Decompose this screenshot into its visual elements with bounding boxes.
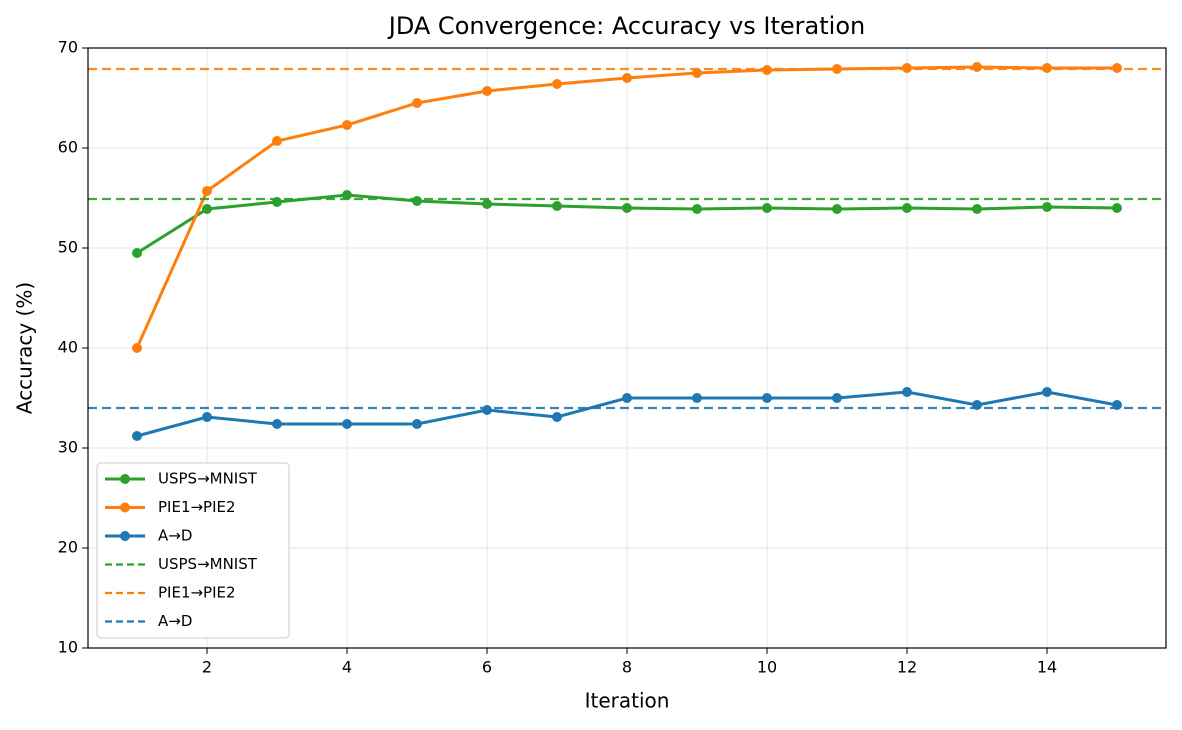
data-point [1042, 387, 1052, 397]
legend: USPS→MNIST PIE1→PIE2 A→D USPS→MNIST PIE1→PIE… [96, 462, 290, 639]
data-point [832, 393, 842, 403]
data-point [622, 73, 632, 83]
y-tick-label: 50 [58, 238, 78, 257]
data-point [342, 419, 352, 429]
data-point [482, 199, 492, 209]
data-point [552, 201, 562, 211]
data-point [1042, 202, 1052, 212]
data-point [202, 204, 212, 214]
data-point [482, 86, 492, 96]
data-point [412, 419, 422, 429]
legend-marker [120, 502, 130, 513]
y-tick-label: 10 [58, 638, 78, 657]
data-point [202, 186, 212, 196]
legend-label: A→D [158, 527, 192, 545]
x-tick-label: 8 [622, 658, 632, 677]
legend-label: USPS→MNIST [158, 555, 258, 573]
x-tick-label: 6 [482, 658, 492, 677]
legend-label: USPS→MNIST [158, 470, 258, 488]
x-tick-label: 4 [342, 658, 352, 677]
x-axis-label: Iteration [585, 689, 670, 713]
data-point [132, 343, 142, 353]
data-point [622, 203, 632, 213]
y-tick-label: 60 [58, 138, 78, 157]
data-point [552, 79, 562, 89]
data-point [412, 98, 422, 108]
legend-label: PIE1→PIE2 [158, 584, 236, 602]
legend-marker [120, 474, 130, 484]
data-point [902, 203, 912, 213]
data-point [272, 419, 282, 429]
data-point [692, 393, 702, 403]
data-point [762, 203, 772, 213]
data-point [832, 204, 842, 214]
chart-title: JDA Convergence: Accuracy vs Iteration [387, 12, 865, 40]
x-tick-label: 12 [897, 658, 917, 677]
data-point [1112, 203, 1122, 213]
x-tick-label: 14 [1037, 658, 1057, 677]
data-point [902, 387, 912, 397]
data-point [272, 136, 282, 146]
data-point [692, 204, 702, 214]
data-point [132, 248, 142, 258]
data-point [972, 204, 982, 214]
data-point [762, 393, 772, 403]
data-point [342, 120, 352, 130]
y-tick-label: 20 [58, 538, 78, 557]
data-point [412, 196, 422, 206]
legend-label: A→D [158, 612, 192, 630]
x-tick-label: 10 [757, 658, 777, 677]
data-point [482, 405, 492, 415]
data-point [342, 190, 352, 200]
y-axis-label: Accuracy (%) [13, 282, 37, 414]
data-point [692, 68, 702, 78]
legend-marker [120, 531, 130, 541]
legend-frame [96, 462, 290, 639]
y-tick-label: 40 [58, 338, 78, 357]
y-tick-label: 70 [58, 38, 78, 57]
legend-label: PIE1→PIE2 [158, 498, 236, 516]
x-tick-label: 2 [202, 658, 212, 677]
data-point [552, 412, 562, 422]
data-point [132, 431, 142, 441]
data-point [972, 62, 982, 72]
data-point [622, 393, 632, 403]
y-tick-label: 30 [58, 438, 78, 457]
plot-frame [87, 47, 1167, 649]
data-point [202, 412, 212, 422]
